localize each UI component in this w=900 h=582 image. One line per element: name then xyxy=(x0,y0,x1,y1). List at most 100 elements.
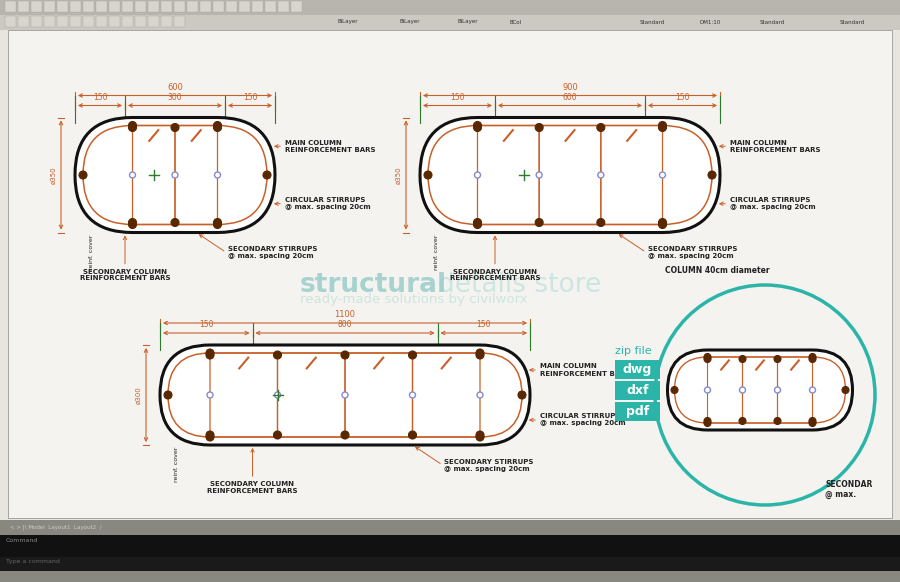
Bar xyxy=(96,1,107,12)
Circle shape xyxy=(274,351,282,359)
Bar xyxy=(213,1,224,12)
Circle shape xyxy=(809,387,815,393)
Text: reinf. cover: reinf. cover xyxy=(174,447,179,482)
Circle shape xyxy=(660,172,665,178)
Bar xyxy=(187,1,198,12)
Circle shape xyxy=(129,123,137,132)
Circle shape xyxy=(474,172,481,178)
Text: 600: 600 xyxy=(562,93,577,101)
Bar xyxy=(70,16,81,27)
Circle shape xyxy=(739,417,746,424)
Bar xyxy=(18,1,29,12)
Text: SECONDARY COLUMN
REINFORCEMENT BARS: SECONDARY COLUMN REINFORCEMENT BARS xyxy=(80,268,170,282)
Bar xyxy=(615,402,660,421)
Text: SECONDARY COLUMN
REINFORCEMENT BARS: SECONDARY COLUMN REINFORCEMENT BARS xyxy=(207,481,298,494)
Bar xyxy=(0,520,900,535)
Text: 600: 600 xyxy=(167,83,183,91)
Text: 800: 800 xyxy=(338,320,352,329)
Bar xyxy=(122,1,133,12)
Bar xyxy=(109,1,120,12)
FancyBboxPatch shape xyxy=(420,118,720,232)
Circle shape xyxy=(809,356,816,363)
Text: details store: details store xyxy=(438,272,601,298)
Circle shape xyxy=(476,351,484,359)
Bar xyxy=(5,16,16,27)
Bar xyxy=(96,16,107,27)
FancyBboxPatch shape xyxy=(668,350,852,430)
Circle shape xyxy=(473,221,482,229)
Text: 300: 300 xyxy=(167,93,183,101)
Text: ø350: ø350 xyxy=(396,166,402,184)
Circle shape xyxy=(206,349,214,357)
Bar xyxy=(265,1,276,12)
Text: ready-made solutions by civilworx: ready-made solutions by civilworx xyxy=(300,293,527,307)
Circle shape xyxy=(473,218,482,226)
Circle shape xyxy=(341,351,349,359)
Bar xyxy=(174,1,185,12)
Bar xyxy=(615,381,660,400)
Text: DM1:10: DM1:10 xyxy=(700,20,721,24)
Circle shape xyxy=(206,431,214,439)
Text: CIRCULAR STIRRUPS
@ max. spacing 20cm: CIRCULAR STIRRUPS @ max. spacing 20cm xyxy=(285,197,371,210)
Bar xyxy=(0,571,900,582)
Text: MAIN COLUMN
REINFORCEMENT BARS: MAIN COLUMN REINFORCEMENT BARS xyxy=(285,140,375,152)
Circle shape xyxy=(708,171,716,179)
Circle shape xyxy=(775,387,780,393)
Bar xyxy=(8,30,892,518)
Text: Standard: Standard xyxy=(840,20,865,24)
Bar xyxy=(70,1,81,12)
Bar xyxy=(226,1,237,12)
Circle shape xyxy=(171,123,179,132)
Bar xyxy=(31,1,42,12)
Bar xyxy=(83,16,94,27)
Bar xyxy=(44,1,55,12)
Circle shape xyxy=(659,122,667,130)
Circle shape xyxy=(213,122,221,130)
Text: 150: 150 xyxy=(476,320,491,329)
Text: 150: 150 xyxy=(199,320,213,329)
Text: ø350: ø350 xyxy=(51,166,57,184)
Circle shape xyxy=(659,123,667,132)
Circle shape xyxy=(774,356,781,363)
Bar xyxy=(615,360,660,379)
Circle shape xyxy=(476,349,484,357)
Circle shape xyxy=(172,172,178,178)
Text: CIRCULAR STIRRUPS
@ max. spacing 20cm: CIRCULAR STIRRUPS @ max. spacing 20cm xyxy=(540,413,626,427)
Text: 900: 900 xyxy=(562,83,578,91)
Circle shape xyxy=(206,433,214,441)
Circle shape xyxy=(213,221,221,229)
Circle shape xyxy=(171,218,179,226)
Bar xyxy=(57,16,68,27)
Bar xyxy=(161,16,172,27)
Text: SECONDAR
@ max.: SECONDAR @ max. xyxy=(825,480,872,500)
Text: Command: Command xyxy=(6,538,39,544)
Bar xyxy=(135,1,146,12)
Circle shape xyxy=(207,392,213,398)
Bar xyxy=(57,1,68,12)
Circle shape xyxy=(536,123,544,132)
Text: pdf: pdf xyxy=(626,405,649,418)
Text: 150: 150 xyxy=(450,93,464,101)
Circle shape xyxy=(518,391,526,399)
Circle shape xyxy=(213,123,221,132)
Circle shape xyxy=(740,387,745,393)
Circle shape xyxy=(809,420,816,427)
Bar xyxy=(0,0,900,15)
Circle shape xyxy=(341,431,349,439)
Circle shape xyxy=(274,392,281,398)
Bar xyxy=(31,16,42,27)
Circle shape xyxy=(129,122,137,130)
Circle shape xyxy=(213,218,221,226)
Bar xyxy=(109,16,120,27)
Circle shape xyxy=(659,221,667,229)
Bar xyxy=(122,16,133,27)
Bar xyxy=(200,1,211,12)
Circle shape xyxy=(774,417,781,424)
Circle shape xyxy=(598,172,604,178)
Bar xyxy=(239,1,250,12)
Text: SECONDARY COLUMN
REINFORCEMENT BARS: SECONDARY COLUMN REINFORCEMENT BARS xyxy=(450,268,540,282)
Circle shape xyxy=(214,172,220,178)
Text: SECONDARY STIRRUPS
@ max. spacing 20cm: SECONDARY STIRRUPS @ max. spacing 20cm xyxy=(445,459,534,471)
Text: MAIN COLUMN
REINFORCEMENT BARS: MAIN COLUMN REINFORCEMENT BARS xyxy=(730,140,821,152)
Text: BiLayer: BiLayer xyxy=(338,20,358,24)
